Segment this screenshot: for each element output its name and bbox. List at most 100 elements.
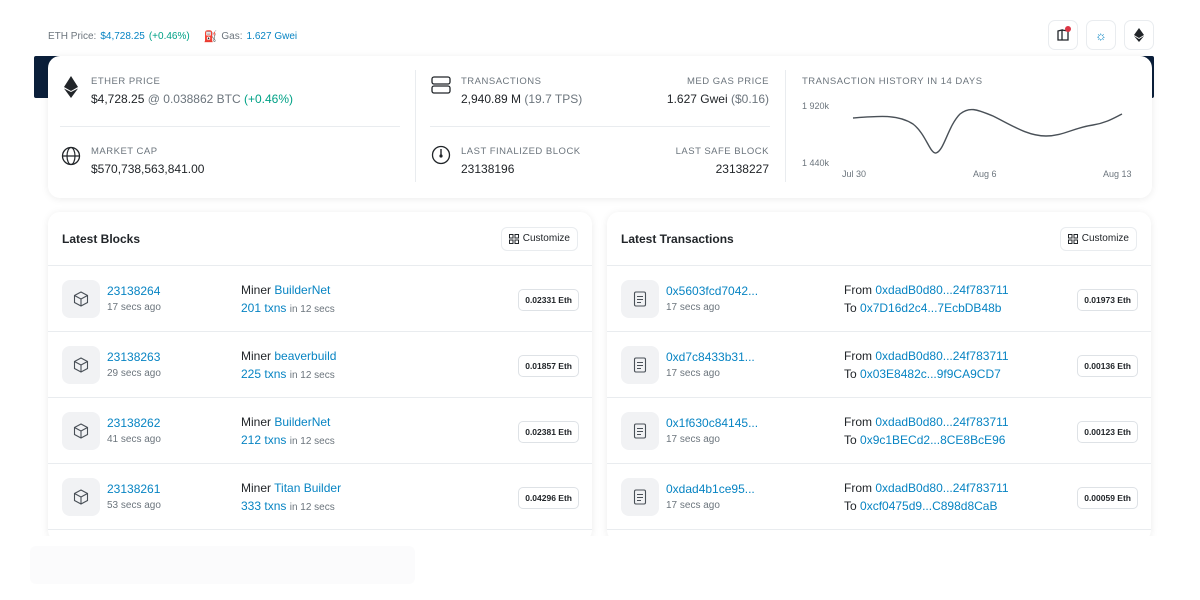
network-button[interactable] bbox=[1124, 20, 1154, 50]
customize-blocks-button[interactable]: Customize bbox=[500, 226, 578, 251]
transaction-row: 0x5603fcd7042... 17 secs ago From 0xdadB0… bbox=[607, 266, 1151, 332]
block-age: 17 secs ago bbox=[107, 302, 161, 313]
to-label: To bbox=[844, 301, 857, 315]
block-time: in 12 secs bbox=[289, 436, 335, 447]
tx-hash-link[interactable]: 0xd7c8433b31... bbox=[666, 350, 755, 364]
ether-price-at: @ bbox=[147, 92, 160, 106]
block-time: in 12 secs bbox=[289, 502, 335, 513]
gas-value[interactable]: 1.627 Gwei bbox=[246, 31, 298, 42]
block-number-link[interactable]: 23138263 bbox=[107, 350, 161, 364]
latest-transactions-header: Latest Transactions Customize bbox=[607, 212, 1151, 266]
eth-price-label: ETH Price: bbox=[48, 31, 97, 42]
from-label: From bbox=[844, 415, 872, 429]
to-address-link[interactable]: 0x7D16d2c4...7EcbDB48b bbox=[860, 301, 1002, 315]
to-address-link[interactable]: 0xcf0475d9...C898d8CaB bbox=[860, 499, 998, 513]
cube-icon bbox=[62, 412, 100, 450]
divider bbox=[785, 70, 786, 182]
tx-value[interactable]: 0.00123 Eth bbox=[1077, 421, 1138, 443]
latest-blocks-panel: Latest Blocks Customize 23138264 17 secs … bbox=[48, 212, 592, 542]
block-number-link[interactable]: 23138261 bbox=[107, 482, 161, 496]
customize-transactions-button[interactable]: Customize bbox=[1059, 226, 1137, 251]
tx-value[interactable]: 0.00136 Eth bbox=[1077, 355, 1138, 377]
faded-content bbox=[30, 546, 415, 584]
block-time: in 12 secs bbox=[289, 304, 335, 315]
to-address-link[interactable]: 0x03E8482c...9f9CA9CD7 bbox=[860, 367, 1001, 381]
miner-label: Miner bbox=[241, 349, 272, 363]
miner-link[interactable]: Titan Builder bbox=[274, 481, 342, 495]
ether-price-block: ETHER PRICE $4,728.25 @ 0.038862 BTC (+0… bbox=[91, 76, 293, 106]
document-icon bbox=[621, 346, 659, 384]
tx-history-line bbox=[852, 108, 1123, 154]
miner-link[interactable]: BuilderNet bbox=[274, 283, 331, 297]
x-tick-jul30: Jul 30 bbox=[842, 169, 867, 179]
last-finalized-block: LAST FINALIZED BLOCK 23138196 bbox=[461, 146, 581, 176]
y-tick-low: 1 440k bbox=[802, 158, 830, 168]
grid-icon bbox=[1067, 233, 1078, 244]
from-address-link[interactable]: 0xdadB0d80...24f783711 bbox=[875, 415, 1009, 429]
gauge-icon bbox=[430, 144, 452, 166]
theme-sun-icon: ☼ bbox=[1095, 27, 1107, 43]
miner-link[interactable]: beaverbuild bbox=[274, 349, 337, 363]
gas-stat[interactable]: ⛽ Gas: 1.627 Gwei bbox=[204, 30, 297, 43]
document-icon bbox=[621, 280, 659, 318]
from-label: From bbox=[844, 481, 872, 495]
last-finalized-value[interactable]: 23138196 bbox=[461, 162, 515, 176]
block-reward[interactable]: 0.02381 Eth bbox=[518, 421, 579, 443]
block-age: 41 secs ago bbox=[107, 434, 161, 445]
theme-toggle-button[interactable]: ☼ bbox=[1086, 20, 1116, 50]
notification-button[interactable] bbox=[1048, 20, 1078, 50]
ether-price-usd: $4,728.25 bbox=[91, 92, 145, 106]
latest-transactions-title: Latest Transactions bbox=[621, 231, 734, 246]
ether-price-btc: 0.038862 BTC bbox=[163, 92, 241, 106]
tx-age: 17 secs ago bbox=[666, 368, 720, 379]
latest-blocks-header: Latest Blocks Customize bbox=[48, 212, 592, 266]
tx-value[interactable]: 0.01973 Eth bbox=[1077, 289, 1138, 311]
to-address-link[interactable]: 0x9c1BECd2...8CE8BcE96 bbox=[860, 433, 1006, 447]
tx-hash-link[interactable]: 0x5603fcd7042... bbox=[666, 284, 759, 298]
from-address-link[interactable]: 0xdadB0d80...24f783711 bbox=[875, 349, 1009, 363]
med-gas-value-line: 1.627 Gwei ($0.16) bbox=[667, 92, 769, 106]
server-icon bbox=[430, 74, 452, 96]
block-number-link[interactable]: 23138262 bbox=[107, 416, 161, 430]
block-reward[interactable]: 0.01857 Eth bbox=[518, 355, 579, 377]
med-gas-block: MED GAS PRICE 1.627 Gwei ($0.16) bbox=[667, 76, 769, 106]
divider bbox=[430, 126, 770, 127]
eth-price-value[interactable]: $4,728.25 bbox=[100, 31, 145, 42]
divider bbox=[60, 126, 400, 127]
txns-link[interactable]: 201 txns bbox=[241, 301, 287, 315]
price-stats: ETH Price: $4,728.25 (+0.46%) ⛽ Gas: 1.6… bbox=[48, 30, 297, 43]
transactions-tps: (19.7 TPS) bbox=[524, 92, 583, 106]
block-reward[interactable]: 0.04296 Eth bbox=[518, 487, 579, 509]
tx-hash-link[interactable]: 0x1f630c84145... bbox=[666, 416, 759, 430]
customize-label: Customize bbox=[1081, 233, 1129, 244]
block-number-link[interactable]: 23138264 bbox=[107, 284, 161, 298]
txns-link[interactable]: 212 txns bbox=[241, 433, 287, 447]
eth-price-change: (+0.46%) bbox=[148, 31, 190, 42]
globe-icon bbox=[60, 145, 82, 167]
divider bbox=[415, 70, 416, 182]
tx-history-sparkline[interactable] bbox=[848, 96, 1128, 166]
document-icon bbox=[621, 412, 659, 450]
gas-pump-icon: ⛽ bbox=[203, 31, 218, 43]
ether-price-label: ETHER PRICE bbox=[91, 76, 161, 87]
from-address-link[interactable]: 0xdadB0d80...24f783711 bbox=[875, 481, 1009, 495]
txns-link[interactable]: 225 txns bbox=[241, 367, 287, 381]
gas-label: Gas: bbox=[221, 31, 243, 42]
med-gas-value[interactable]: 1.627 Gwei bbox=[666, 92, 728, 106]
transactions-value[interactable]: 2,940.89 M bbox=[461, 92, 522, 106]
market-cap-block: MARKET CAP $570,738,563,841.00 bbox=[91, 146, 204, 176]
last-finalized-label: LAST FINALIZED BLOCK bbox=[461, 146, 581, 157]
ether-price-change: (+0.46%) bbox=[244, 92, 294, 106]
block-reward[interactable]: 0.02331 Eth bbox=[518, 289, 579, 311]
block-time: in 12 secs bbox=[289, 370, 335, 381]
tx-history-label: TRANSACTION HISTORY IN 14 DAYS bbox=[802, 76, 983, 87]
txns-link[interactable]: 333 txns bbox=[241, 499, 287, 513]
block-row: 23138263 29 secs ago Miner beaverbuild 22… bbox=[48, 332, 592, 398]
tx-hash-link[interactable]: 0xdad4b1ce95... bbox=[666, 482, 755, 496]
last-safe-value[interactable]: 23138227 bbox=[715, 162, 769, 176]
med-gas-label: MED GAS PRICE bbox=[687, 76, 769, 87]
from-address-link[interactable]: 0xdadB0d80...24f783711 bbox=[875, 283, 1009, 297]
tx-value[interactable]: 0.00059 Eth bbox=[1077, 487, 1138, 509]
miner-link[interactable]: BuilderNet bbox=[274, 415, 331, 429]
from-label: From bbox=[844, 283, 872, 297]
